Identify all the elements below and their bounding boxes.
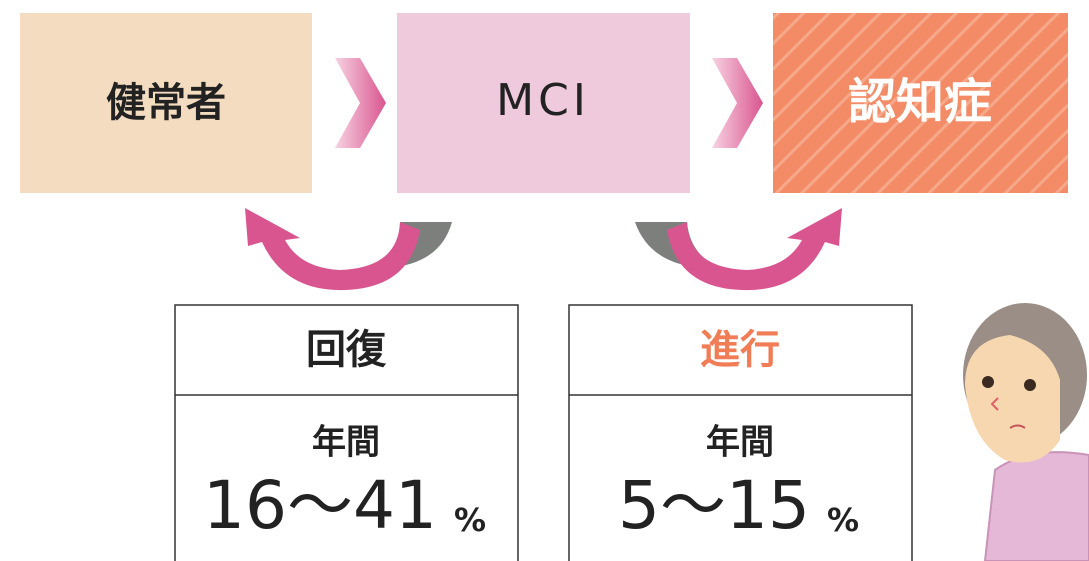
rate-range: 16～41 xyxy=(203,467,437,544)
canvas: 健常者 MCI 認知症 回復 進行 年間 年間 16～41 % 5～15 % xyxy=(0,0,1089,561)
rate-range: 5～15 xyxy=(618,467,810,544)
chevron xyxy=(712,58,763,148)
period: 年間 xyxy=(312,423,380,463)
illustration xyxy=(963,303,1089,561)
node-label: 健常者 xyxy=(106,80,226,126)
box-title: 回復 xyxy=(306,327,387,373)
period: 年間 xyxy=(706,423,774,463)
chevron xyxy=(335,58,386,148)
node-label: 認知症 xyxy=(848,74,992,130)
curved-arrow xyxy=(667,208,842,290)
box-title: 進行 xyxy=(700,327,780,373)
node-label: MCI xyxy=(496,75,590,126)
rate-unit: % xyxy=(827,501,859,539)
rate-unit: % xyxy=(454,501,486,539)
diagram: 健常者 MCI 認知症 回復 進行 年間 年間 16～41 % 5～15 % xyxy=(0,0,1089,561)
curved-arrow xyxy=(245,208,420,290)
